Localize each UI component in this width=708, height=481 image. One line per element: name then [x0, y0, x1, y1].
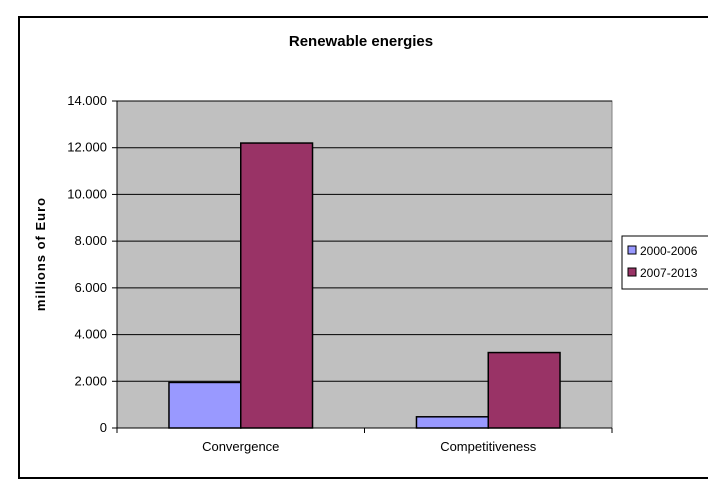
y-tick-label: 0: [100, 420, 107, 435]
y-tick-label: 14.000: [67, 93, 107, 108]
bar-2000-2006-Convergence: [168, 381, 242, 429]
legend-swatch: [627, 245, 637, 255]
y-tick-label: 10.000: [67, 186, 107, 201]
y-axis-label: millions of Euro: [33, 197, 48, 311]
y-tick-label: 12.000: [67, 140, 107, 155]
y-tick-label: 4.000: [74, 327, 107, 342]
legend-swatch: [627, 267, 637, 277]
y-tick-label: 6.000: [74, 280, 107, 295]
bar-2000-2006-Competitiveness: [415, 416, 490, 429]
legend: 2000-2006 2007-2013: [621, 235, 708, 290]
y-tick-label: 2.000: [74, 373, 107, 388]
bar-2007-2013-Competitiveness: [487, 351, 561, 429]
x-category-label: Competitiveness: [440, 439, 537, 454]
legend-label: 2007-2013: [640, 266, 698, 280]
bar-2007-2013-Convergence: [240, 142, 314, 429]
bar-chart: Renewable energies millions of Euro 0 2.0…: [33, 33, 708, 454]
legend-box: [621, 235, 708, 290]
x-category-label: Convergence: [202, 439, 279, 454]
chart-title: Renewable energies: [289, 33, 433, 50]
plot-area: 0 2.000 4.000 6.000 8.000 10.000 12.000 14.000 C…: [67, 93, 613, 454]
y-tick-label: 8.000: [74, 233, 107, 248]
chart-frame: Renewable energies millions of Euro 0 2.0…: [18, 16, 708, 479]
legend-label: 2000-2006: [640, 244, 698, 258]
